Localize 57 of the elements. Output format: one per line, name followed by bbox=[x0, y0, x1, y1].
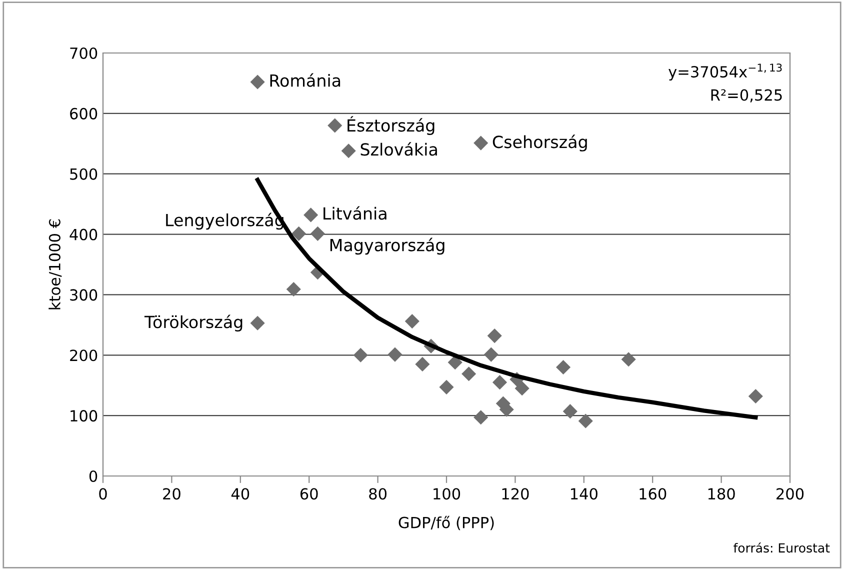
annotation: y=37054x$^{−1,13}$ bbox=[668, 64, 782, 81]
point bbox=[474, 136, 488, 150]
x-tick-label: 60 bbox=[300, 488, 318, 500]
annotation: Litvánia bbox=[324, 206, 386, 220]
x-tick-label: 40 bbox=[231, 488, 250, 500]
y-tick-label: 300 bbox=[70, 289, 98, 301]
x-tick-label: 0 bbox=[99, 488, 107, 500]
point bbox=[292, 226, 306, 241]
point bbox=[286, 282, 301, 297]
x-tick-label: 160 bbox=[640, 488, 666, 500]
y-tick-label: 600 bbox=[70, 108, 98, 120]
text: forrás: Eurostat bbox=[734, 542, 830, 553]
point bbox=[487, 328, 502, 344]
annotation: R²=0,525 bbox=[711, 89, 782, 102]
annotation: Szlovákia bbox=[360, 142, 437, 156]
point bbox=[304, 208, 318, 222]
point bbox=[578, 414, 593, 428]
x-tick-label: 200 bbox=[776, 488, 804, 500]
y-axis-title: ktoe/1000 € bbox=[48, 219, 62, 310]
annotation: Észtország bbox=[348, 116, 434, 135]
point bbox=[341, 144, 356, 158]
x-tick-label: 140 bbox=[570, 488, 598, 500]
annotation: Csehország bbox=[492, 134, 587, 152]
x-tick-label: 100 bbox=[434, 488, 460, 500]
y-tick-label: 500 bbox=[70, 168, 98, 180]
annotation: Románia bbox=[270, 73, 340, 87]
point bbox=[328, 118, 342, 133]
point bbox=[474, 410, 488, 425]
annotation: Magyarország bbox=[330, 238, 444, 255]
y-tick-label: 200 bbox=[70, 350, 98, 362]
x-tick-label: 120 bbox=[502, 488, 529, 500]
point bbox=[310, 226, 325, 241]
point bbox=[484, 347, 498, 362]
x-tick-label: 80 bbox=[369, 488, 387, 500]
x-axis-title: GDP/fő (PPP) bbox=[398, 516, 494, 530]
point bbox=[250, 74, 265, 90]
point bbox=[748, 388, 763, 404]
point bbox=[404, 314, 420, 329]
point bbox=[462, 366, 476, 382]
point bbox=[621, 352, 636, 367]
annotation: Törökország bbox=[144, 314, 242, 332]
point bbox=[556, 360, 571, 375]
point bbox=[250, 316, 265, 330]
point bbox=[415, 356, 430, 372]
point bbox=[562, 404, 578, 419]
point bbox=[439, 380, 454, 394]
point bbox=[492, 375, 508, 390]
point bbox=[388, 347, 402, 362]
y-tick-label: 100 bbox=[70, 410, 98, 422]
y-tick-label: 400 bbox=[70, 228, 98, 240]
point bbox=[353, 348, 368, 362]
x-tick-label: 20 bbox=[163, 488, 180, 500]
point bbox=[448, 355, 462, 370]
y-tick-label: 700 bbox=[70, 47, 98, 60]
x-tick-label: 180 bbox=[708, 488, 735, 500]
point bbox=[514, 381, 530, 396]
y-tick-label: 0 bbox=[89, 470, 98, 482]
